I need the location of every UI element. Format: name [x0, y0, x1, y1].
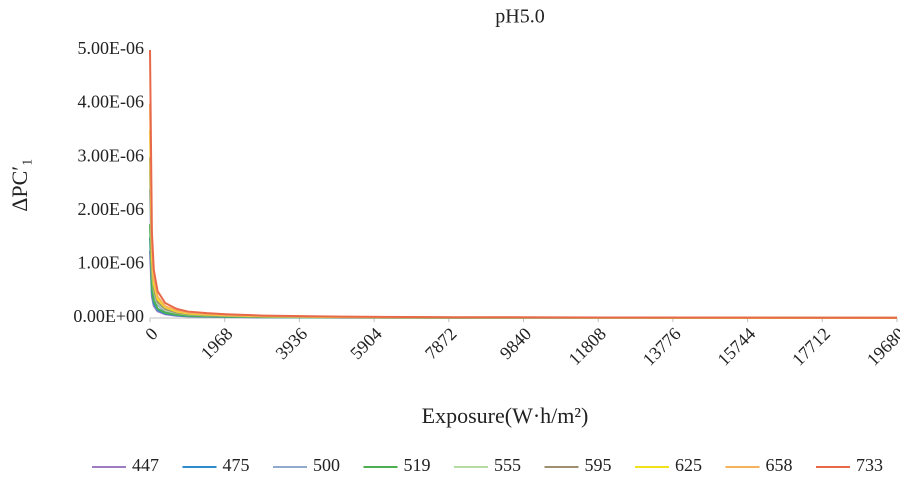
- x-axis-title: Exposure(W·h/m²): [422, 403, 589, 428]
- legend-label: 658: [766, 455, 793, 475]
- x-tick-label: 11808: [564, 324, 609, 369]
- y-tick-label: 3.00E-06: [78, 145, 145, 165]
- series-line: [149, 189, 898, 319]
- x-tick-label: 1968: [197, 324, 237, 364]
- legend-label: 475: [223, 455, 250, 475]
- series-line: [149, 103, 898, 319]
- chart-title: pH5.0: [495, 6, 544, 28]
- legend-label: 447: [132, 455, 159, 475]
- x-tick-label: 19680: [863, 324, 900, 370]
- legend-label: 595: [585, 455, 612, 475]
- y-tick-label: 2.00E-06: [78, 199, 145, 219]
- series-line: [149, 170, 898, 319]
- x-tick-label: 13776: [639, 324, 685, 370]
- x-tick-label: 5904: [346, 324, 386, 364]
- series-line: [149, 224, 898, 319]
- legend-label: 625: [675, 455, 702, 475]
- y-tick-label: 4.00E-06: [78, 92, 145, 112]
- series-line: [149, 237, 898, 319]
- x-tick-label: 9840: [496, 324, 536, 364]
- legend-label: 733: [856, 455, 883, 475]
- y-tick-label: 0.00E+00: [73, 306, 144, 326]
- y-axis-title: ΔPC′₁: [7, 158, 32, 212]
- legend-label: 519: [404, 455, 431, 475]
- series-line: [149, 49, 898, 319]
- legend-label: 555: [494, 455, 521, 475]
- x-tick-label: 15744: [713, 324, 759, 370]
- series-line: [149, 250, 898, 319]
- x-tick-label: 7872: [421, 324, 461, 364]
- x-tick-label: 0: [141, 324, 162, 345]
- y-tick-label: 5.00E-06: [78, 38, 145, 58]
- x-tick-label: 3936: [272, 324, 312, 364]
- x-tick-label: 17712: [788, 324, 834, 370]
- y-tick-label: 1.00E-06: [78, 253, 145, 273]
- series-line: [149, 157, 898, 319]
- series-line: [149, 130, 898, 319]
- legend-label: 500: [313, 455, 340, 475]
